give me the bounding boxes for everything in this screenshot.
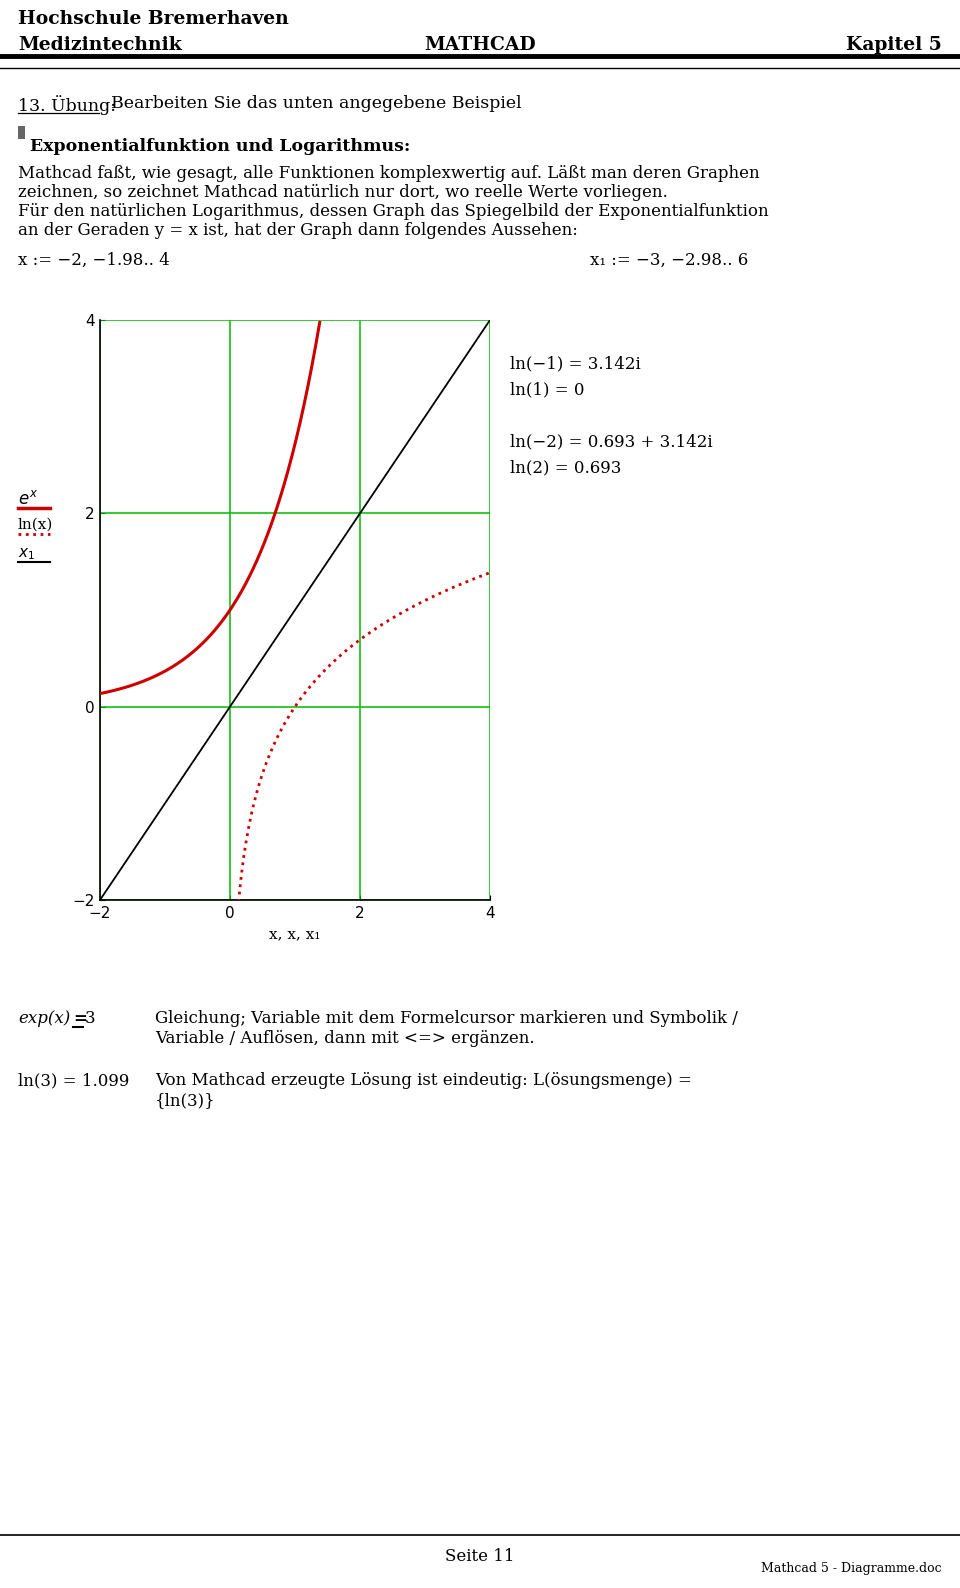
Text: $x_1$: $x_1$ [18,546,36,562]
Text: 3: 3 [85,1010,96,1027]
Text: Mathcad faßt, wie gesagt, alle Funktionen komplexwertig auf. Läßt man deren Grap: Mathcad faßt, wie gesagt, alle Funktione… [18,165,759,183]
Text: zeichnen, so zeichnet Mathcad natürlich nur dort, wo reelle Werte vorliegen.: zeichnen, so zeichnet Mathcad natürlich … [18,184,668,202]
Text: ln(−1) = 3.142i: ln(−1) = 3.142i [510,356,640,372]
Text: =: = [73,1010,86,1027]
Text: Bearbeiten Sie das unten angegebene Beispiel: Bearbeiten Sie das unten angegebene Beis… [100,95,521,113]
Text: Medizintechnik: Medizintechnik [18,37,181,54]
Text: $e^x$: $e^x$ [18,491,38,508]
Text: MATHCAD: MATHCAD [424,37,536,54]
Text: x := −2, −1.98.. 4: x := −2, −1.98.. 4 [18,252,170,268]
Text: ln(2) = 0.693: ln(2) = 0.693 [510,459,621,476]
Text: 13. Übung:: 13. Übung: [18,95,116,114]
Text: Gleichung; Variable mit dem Formelcursor markieren und Symbolik /
Variable / Auf: Gleichung; Variable mit dem Formelcursor… [155,1010,738,1046]
Text: exp(x): exp(x) [18,1010,70,1027]
Text: Von Mathcad erzeugte Lösung ist eindeutig: L(ösungsmenge) =
{ln(3)}: Von Mathcad erzeugte Lösung ist eindeuti… [155,1072,692,1108]
Text: ln(x): ln(x) [18,518,54,532]
Text: ln(−2) = 0.693 + 3.142i: ln(−2) = 0.693 + 3.142i [510,434,712,449]
Bar [18,125,25,140]
Text: Exponentialfunktion und Logarithmus:: Exponentialfunktion und Logarithmus: [30,138,410,156]
Text: Mathcad 5 - Diagramme.doc: Mathcad 5 - Diagramme.doc [761,1563,942,1575]
Text: ln(3) = 1.099: ln(3) = 1.099 [18,1072,130,1089]
Text: Hochschule Bremerhaven: Hochschule Bremerhaven [18,10,289,29]
Text: ln(1) = 0: ln(1) = 0 [510,381,585,399]
X-axis label: x, x, x₁: x, x, x₁ [269,927,321,942]
Text: Kapitel 5: Kapitel 5 [847,37,942,54]
Text: x₁ := −3, −2.98.. 6: x₁ := −3, −2.98.. 6 [590,252,748,268]
Text: Für den natürlichen Logarithmus, dessen Graph das Spiegelbild der Exponentialfun: Für den natürlichen Logarithmus, dessen … [18,203,769,221]
Text: an der Geraden y = x ist, hat der Graph dann folgendes Aussehen:: an der Geraden y = x ist, hat der Graph … [18,222,578,240]
Text: Seite 11: Seite 11 [445,1548,515,1566]
